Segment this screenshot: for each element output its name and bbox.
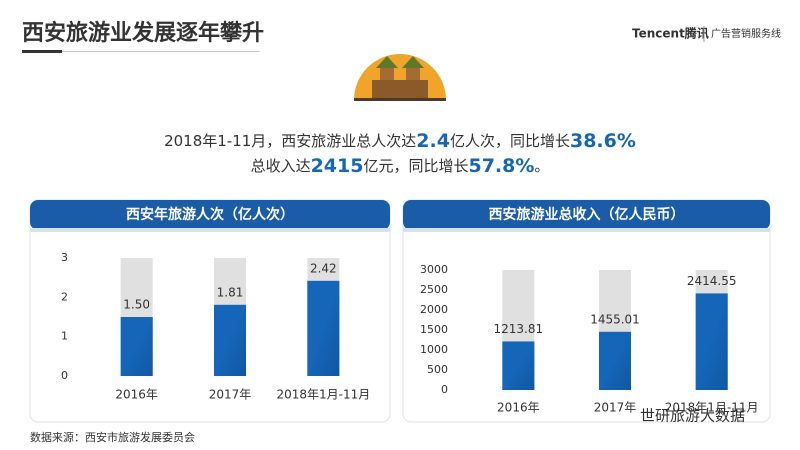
summary-highlight: 2.4 [416,130,450,152]
bar-shade [307,280,340,376]
bar-shade [120,317,153,376]
y-tick-label: 2000 [420,303,448,316]
value-label: 2.42 [310,261,337,275]
summary-line: 2018年1-11月，西安旅游业总人次达2.4亿人次，同比增长38.6% [164,130,636,152]
panel-header-shadow [30,228,390,232]
y-tick-label: 1000 [420,343,448,356]
summary-highlight: 2415 [311,155,364,177]
x-tick-label: 2016年 [115,388,158,402]
bar-shade [695,293,728,390]
source-note: 数据来源：西安市旅游发展委员会 [30,430,195,444]
bar-shade [599,331,631,390]
panel-header [30,200,390,230]
brand-tagline: 广告营销服务线 [711,27,781,40]
value-label: 1.50 [123,298,150,312]
x-tick-label: 2017年 [209,388,252,402]
panel-header [403,200,770,230]
summary-line: 总收入达2415亿元，同比增长57.8%。 [251,155,550,177]
panel-header-shadow [403,228,770,232]
summary-text: 总收入达 [251,157,311,175]
bar-shade [214,304,246,376]
x-tick-label: 2017年 [594,401,637,415]
y-tick-label: 3000 [420,263,448,276]
value-label: 1.81 [217,285,244,299]
summary-text: 亿元，同比增长 [363,157,468,175]
chart-title: 西安年旅游人次（亿人次） [126,206,294,223]
y-tick-label: 0 [441,383,448,396]
y-tick-label: 3 [61,251,68,264]
value-label: 1213.81 [494,322,544,336]
landmark-icon [354,54,446,101]
slide-title: 西安旅游业发展逐年攀升 [22,20,264,46]
y-tick-label: 2500 [420,283,448,296]
title-underline [22,50,62,53]
x-tick-label: 2018年1月-11月 [665,401,759,415]
value-label: 2414.55 [687,274,737,288]
y-tick-label: 500 [427,363,448,376]
summary-highlight: 57.8% [468,155,534,177]
value-label: 1455.01 [590,312,640,326]
watermark: 世研旅游大数据 [640,407,745,425]
y-tick-label: 0 [61,369,68,382]
summary-highlight: 38.6% [570,130,636,152]
summary-text: 2018年1-11月，西安旅游业总人次达 [164,132,416,150]
y-tick-label: 2 [61,290,68,303]
chart-title: 西安旅游业总收入（亿人民币） [489,206,685,223]
x-tick-label: 2018年1月-11月 [276,388,370,402]
x-tick-label: 2016年 [497,401,540,415]
brand: Tencent腾讯 [632,26,709,41]
summary-text: 。 [534,157,549,175]
summary-text: 亿人次，同比增长 [450,132,570,150]
y-tick-label: 1 [61,330,68,343]
bar-shade [502,341,535,390]
y-tick-label: 1500 [420,323,448,336]
